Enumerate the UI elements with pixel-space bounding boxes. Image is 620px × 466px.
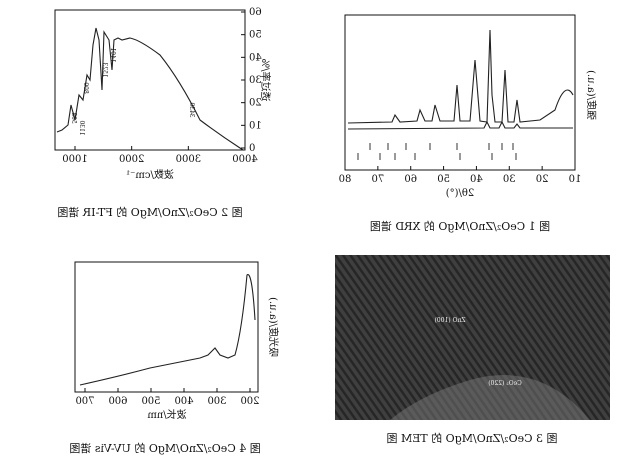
axis-label: 强度/(a.u.) [585, 70, 598, 120]
peak-label: 508 [70, 112, 77, 124]
x-tick-label: 80 [339, 174, 352, 185]
xrd-ref-ticks [357, 143, 517, 160]
y-tick-label: 50 [249, 30, 262, 41]
x-tick-label: 30 [503, 174, 516, 185]
xrd-curve-2 [347, 120, 573, 130]
x-tick-label: 60 [404, 174, 417, 185]
y-tick-label: 30 [249, 75, 262, 86]
x-tick-label: 1000 [62, 154, 87, 165]
y-tick-label: 0 [249, 143, 255, 154]
uv-curve [79, 274, 256, 386]
y-tick-label: 60 [249, 7, 262, 18]
peak-label: 1523 [101, 62, 108, 77]
peak-label: 3430 [188, 102, 195, 117]
caption: 图 1 CeO₂/ZnO/MgO 的 XRD 谱图 [370, 219, 550, 233]
peak-label: 1401 [109, 47, 116, 62]
xrd-frame [344, 14, 576, 171]
x-tick-label: 70 [371, 174, 384, 185]
xrd-curve [347, 29, 574, 124]
y-tick-label: 20 [249, 98, 262, 109]
x-tick-label: 4000 [232, 154, 257, 165]
axis-label: 波数/cm⁻¹ [126, 168, 174, 181]
x-tick-label: 500 [141, 396, 160, 407]
x-tick-label: 50 [437, 174, 450, 185]
x-tick-label: 40 [470, 174, 483, 185]
x-tick-label: 20 [536, 174, 549, 185]
tem-label: CeO₂ (220) [488, 380, 522, 387]
tem-region [390, 375, 590, 420]
x-tick-label: 300 [207, 396, 226, 407]
axis-label: 波长/nm [147, 408, 187, 421]
axis-label: 吸光度/(a.u.) [267, 297, 280, 357]
caption: 图 2 CeO₂/ZnO/MgO 的 FT-IR 谱图 [57, 205, 242, 219]
caption: 图 4 CeO₂/ZnO/MgO 的 UV-Vis 谱图 [69, 441, 260, 455]
peak-label: 800 [82, 82, 89, 94]
y-tick-label: 40 [249, 52, 262, 63]
y-tick-label: 10 [249, 120, 262, 131]
axis-label: 2θ/(°) [446, 188, 475, 199]
uv-frame [74, 261, 259, 393]
ftir-curve [56, 27, 244, 151]
caption: 图 3 CeO₂/ZnO/MgO 的 TEM 图 [387, 431, 558, 445]
x-tick-label: 700 [75, 396, 94, 407]
x-tick-label: 600 [108, 396, 127, 407]
peak-label: 1130 [78, 120, 85, 135]
x-tick-label: 10 [569, 174, 582, 185]
axis-label: 透过率/% [259, 59, 272, 102]
tem-label: ZnO (100) [435, 317, 466, 324]
x-tick-label: 3000 [176, 154, 201, 165]
x-tick-label: 200 [240, 396, 259, 407]
x-tick-label: 400 [174, 396, 193, 407]
x-tick-label: 2000 [119, 154, 144, 165]
